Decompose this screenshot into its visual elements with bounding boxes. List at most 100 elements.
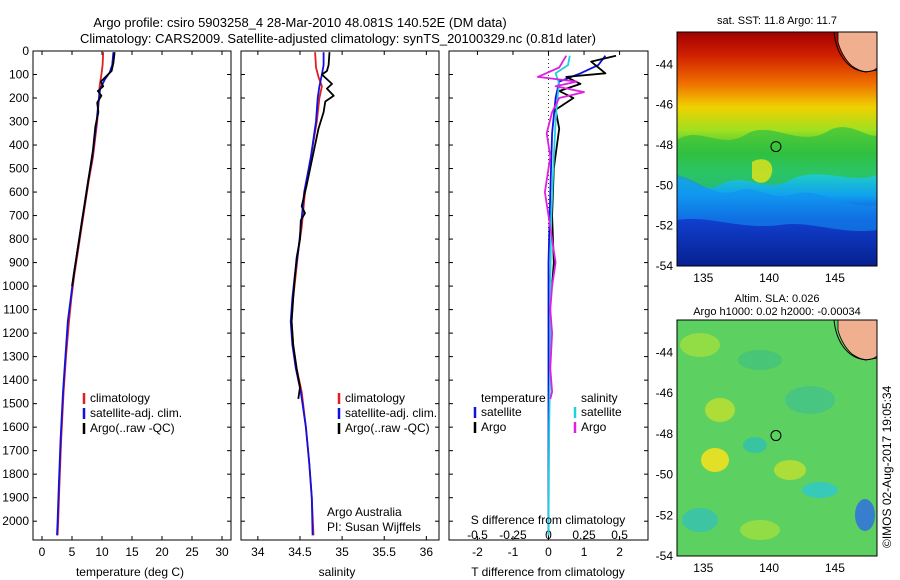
- sla-map-subtitle: Argo h1000: 0.02 h2000: -0.00034: [693, 306, 861, 318]
- x-tick-label: -2: [472, 545, 483, 559]
- sla-blob: [680, 333, 720, 357]
- legend-label-climatology: climatology: [345, 391, 405, 405]
- x-tick-label: 36: [420, 545, 434, 559]
- sla-float-marker: [770, 430, 782, 442]
- map-y-tick-label: -54: [656, 259, 674, 273]
- top-x-tick-label: -0.25: [499, 528, 527, 542]
- sla-map: [677, 320, 877, 556]
- x-tick-label: 0: [39, 545, 46, 559]
- legend-label-s-argo: Argo: [581, 420, 607, 434]
- depth-tick-label: 400: [9, 138, 29, 152]
- depth-tick-label: 2000: [2, 514, 29, 528]
- sla-blob: [855, 499, 875, 531]
- legend-label-satellite: satellite-adj. clim.: [90, 406, 182, 420]
- top-x-tick-label: -0.5: [467, 528, 488, 542]
- x-tick-label: 10: [95, 545, 109, 559]
- profile-line-s-argo: [536, 55, 585, 400]
- sla-blob: [785, 386, 835, 414]
- sst-coast-contour: [833, 32, 877, 73]
- sst-map-title: sat. SST: 11.8 Argo: 11.7: [717, 15, 837, 27]
- profile-line-argo: [290, 52, 335, 400]
- salinity-panel-frame: [240, 50, 440, 541]
- map-x-tick-label: 145: [825, 271, 845, 285]
- map-x-tick-label: 140: [759, 561, 779, 575]
- depth-tick-label: 1200: [2, 326, 29, 340]
- x-tick-label: 34.5: [288, 545, 312, 559]
- sst-cold-patch: [677, 175, 877, 232]
- map-y-tick-label: -52: [656, 508, 674, 522]
- sst-map: [677, 32, 877, 266]
- top-x-tick-label: 0.25: [572, 528, 596, 542]
- institution-annotation: Argo Australia: [327, 505, 402, 519]
- map-y-tick-label: -44: [656, 57, 674, 71]
- depth-tick-label: 1100: [3, 303, 29, 317]
- profile-line-satellite-adj-clim-: [289, 52, 325, 536]
- sla-map-frame: [676, 319, 878, 557]
- map-y-tick-label: -48: [656, 138, 674, 152]
- map-y-tick-label: -46: [656, 386, 674, 400]
- tasmania-land: [837, 32, 877, 72]
- x-tick-label: 35.5: [373, 545, 397, 559]
- salinity-xlabel: salinity: [319, 565, 356, 579]
- map-y-tick-label: -50: [656, 178, 674, 192]
- difference-legend: temperature salinity satellite Argo sate…: [473, 391, 622, 434]
- temperature-legend: climatology satellite-adj. clim. Argo(..…: [82, 391, 182, 435]
- salinity-legend: climatology satellite-adj. clim. Argo(..…: [337, 391, 437, 435]
- pi-annotation: PI: Susan Wijffels: [327, 520, 421, 534]
- top-x-tick-label: 0.5: [611, 528, 628, 542]
- depth-tick-label: 1500: [2, 397, 29, 411]
- depth-tick-label: 100: [9, 68, 29, 82]
- profile-line-argo: [71, 52, 116, 287]
- figure-title-line2: Climatology: CARS2009. Satellite-adjuste…: [80, 31, 596, 46]
- sla-map-title: Altim. SLA: 0.026: [735, 293, 820, 305]
- profile-line-t-argo: [551, 54, 617, 287]
- figure-title-line1: Argo profile: csiro 5903258_4 28-Mar-201…: [93, 15, 506, 30]
- legend-label-t-satellite: satellite: [481, 405, 522, 419]
- depth-tick-label: 1900: [2, 491, 29, 505]
- map-x-tick-label: 135: [693, 271, 713, 285]
- depth-tick-label: 1000: [2, 279, 29, 293]
- sla-blob: [802, 482, 838, 498]
- x-tick-label: 35: [335, 545, 349, 559]
- depth-tick-label: 1600: [2, 420, 29, 434]
- x-tick-label: 25: [185, 545, 199, 559]
- depth-tick-label: 1800: [2, 467, 29, 481]
- depth-tick-label: 300: [9, 115, 29, 129]
- depth-tick-label: 900: [9, 256, 29, 270]
- depth-tick-label: 800: [9, 232, 29, 246]
- depth-tick-label: 700: [9, 209, 29, 223]
- legend-label-argo: Argo(..raw -QC): [90, 421, 175, 435]
- sst-yellow-blob: [752, 159, 773, 183]
- profile-line-t-satellite: [547, 55, 607, 536]
- temperature-xlabel: temperature (deg C): [76, 565, 184, 579]
- sla-blob: [705, 398, 735, 422]
- legend-title-salinity: salinity: [581, 391, 618, 405]
- profile-line-climatology: [290, 52, 323, 536]
- map-y-tick-label: -44: [656, 346, 674, 360]
- map-y-tick-label: -52: [656, 219, 674, 233]
- sla-blob: [701, 448, 729, 472]
- legend-label-climatology: climatology: [90, 391, 150, 405]
- legend-label-t-argo: Argo: [481, 420, 507, 434]
- map-y-tick-label: -48: [656, 427, 674, 441]
- depth-tick-label: 1300: [2, 350, 29, 364]
- x-tick-label: 0: [545, 545, 552, 559]
- map-y-tick-label: -46: [656, 98, 674, 112]
- depth-tick-label: 0: [22, 44, 29, 58]
- map-x-tick-label: 140: [759, 271, 779, 285]
- sla-coast-contour: [833, 320, 877, 361]
- depth-tick-label: 1400: [2, 373, 29, 387]
- map-y-tick-label: -54: [656, 549, 674, 563]
- map-x-tick-label: 145: [825, 561, 845, 575]
- difference-xlabel-bottom: T difference from climatology: [471, 565, 625, 579]
- sla-blob: [740, 520, 780, 540]
- depth-tick-label: 500: [9, 162, 29, 176]
- imos-credit: ©IMOS 02-Aug-2017 19:05:34: [880, 385, 894, 548]
- temperature-panel-frame: [32, 50, 232, 541]
- sst-map-frame: [676, 31, 878, 267]
- sla-blob: [738, 350, 782, 370]
- legend-label-satellite: satellite-adj. clim.: [345, 406, 437, 420]
- sst-float-marker: [770, 141, 782, 153]
- x-tick-label: 30: [215, 545, 229, 559]
